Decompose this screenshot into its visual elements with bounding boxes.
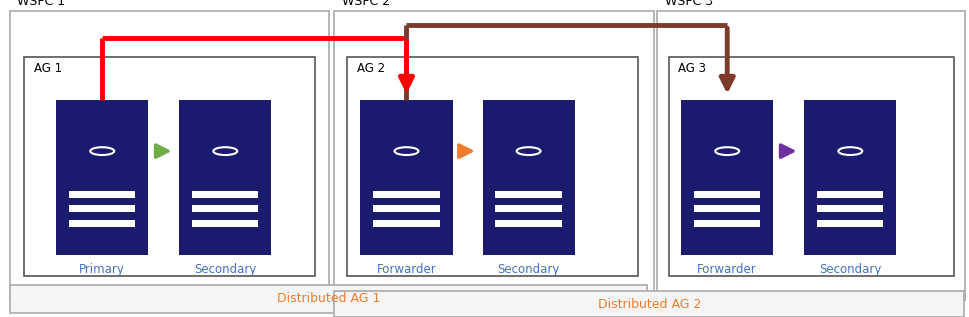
FancyBboxPatch shape <box>694 191 761 198</box>
Text: Distributed AG 1: Distributed AG 1 <box>277 292 380 306</box>
Text: WSFC 3: WSFC 3 <box>665 0 713 8</box>
FancyBboxPatch shape <box>360 100 453 255</box>
Text: AG 1: AG 1 <box>34 62 62 75</box>
FancyBboxPatch shape <box>56 100 148 255</box>
FancyBboxPatch shape <box>179 100 271 255</box>
FancyBboxPatch shape <box>817 205 884 212</box>
FancyBboxPatch shape <box>669 57 954 276</box>
Text: Secondary: Secondary <box>194 263 257 276</box>
Text: Secondary: Secondary <box>819 263 882 276</box>
FancyBboxPatch shape <box>657 11 965 300</box>
FancyBboxPatch shape <box>10 285 647 313</box>
FancyBboxPatch shape <box>495 220 562 227</box>
FancyBboxPatch shape <box>24 57 315 276</box>
FancyBboxPatch shape <box>192 205 259 212</box>
FancyBboxPatch shape <box>334 291 964 317</box>
FancyBboxPatch shape <box>804 100 896 255</box>
Text: Primary: Primary <box>79 263 125 276</box>
FancyBboxPatch shape <box>10 11 329 300</box>
FancyBboxPatch shape <box>483 100 575 255</box>
FancyBboxPatch shape <box>192 220 259 227</box>
FancyBboxPatch shape <box>681 100 773 255</box>
FancyBboxPatch shape <box>817 191 884 198</box>
FancyBboxPatch shape <box>495 205 562 212</box>
Text: Forwarder: Forwarder <box>377 263 436 276</box>
FancyBboxPatch shape <box>347 57 638 276</box>
Text: Distributed AG 2: Distributed AG 2 <box>598 297 701 311</box>
FancyBboxPatch shape <box>373 220 440 227</box>
Text: Forwarder: Forwarder <box>698 263 757 276</box>
FancyBboxPatch shape <box>373 205 440 212</box>
Text: WSFC 2: WSFC 2 <box>342 0 391 8</box>
FancyBboxPatch shape <box>495 191 562 198</box>
FancyBboxPatch shape <box>694 205 761 212</box>
FancyBboxPatch shape <box>69 205 136 212</box>
FancyBboxPatch shape <box>69 220 136 227</box>
FancyBboxPatch shape <box>817 220 884 227</box>
Text: AG 2: AG 2 <box>357 62 385 75</box>
FancyBboxPatch shape <box>192 191 259 198</box>
FancyBboxPatch shape <box>694 220 761 227</box>
Text: WSFC 1: WSFC 1 <box>17 0 66 8</box>
FancyBboxPatch shape <box>373 191 440 198</box>
Text: Secondary: Secondary <box>497 263 560 276</box>
Text: AG 3: AG 3 <box>678 62 706 75</box>
FancyBboxPatch shape <box>69 191 136 198</box>
FancyBboxPatch shape <box>334 11 654 300</box>
